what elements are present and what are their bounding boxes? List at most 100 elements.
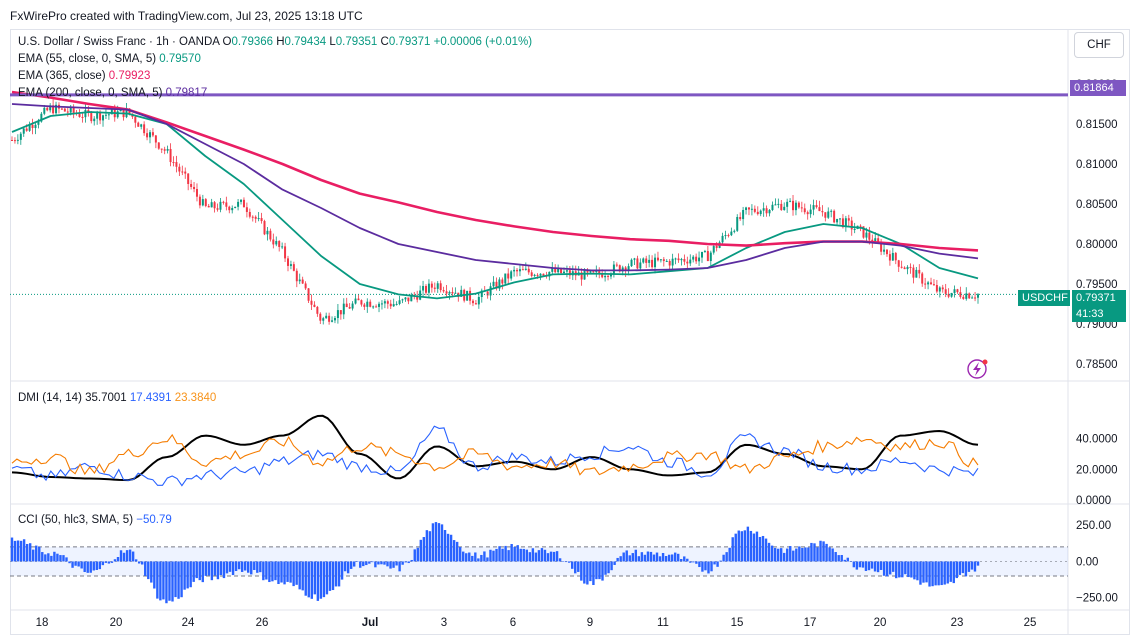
cci-bar [377, 561, 380, 565]
ema200-legend[interactable]: EMA (200, close, 0, SMA, 5) 0.79817 [18, 87, 207, 99]
candle-body [486, 291, 489, 296]
price-tick-label: 0.81000 [1076, 159, 1118, 171]
candle-body [668, 260, 671, 266]
candle-body [865, 232, 868, 238]
candle-body [336, 310, 339, 319]
currency-button[interactable]: CHF [1074, 32, 1124, 58]
countdown-tag: 41:33 [1072, 306, 1126, 322]
cci-bar [283, 561, 286, 585]
candle-body [433, 287, 436, 289]
candle-body [439, 283, 442, 291]
cci-bar [879, 561, 883, 570]
cci-bar [749, 530, 753, 562]
candle-body [351, 303, 354, 309]
lightning-icon-dot [982, 359, 988, 365]
cci-bar [119, 550, 123, 562]
cci-label: CCI (50, hlc3, SMA, 5) [18, 514, 134, 526]
cci-bar [156, 561, 159, 599]
dmi-tick-label: 40.0000 [1076, 434, 1118, 446]
candle-body [348, 307, 351, 309]
candle-body [580, 272, 583, 280]
candle-body [712, 246, 715, 253]
time-axis-label: 24 [182, 617, 195, 629]
cci-bar [349, 561, 353, 569]
cci-bar [961, 561, 965, 574]
candle-body [715, 246, 718, 248]
cci-bar [59, 555, 62, 562]
cci-bar [940, 561, 943, 586]
cci-bar [540, 548, 544, 562]
cci-legend[interactable]: CCI (50, hlc3, SMA, 5) −50.79 [18, 514, 172, 526]
cci-bar [822, 541, 825, 562]
cci-bar [425, 530, 429, 562]
cci-bar [489, 549, 492, 562]
candle-body [166, 148, 169, 151]
candle-body [342, 303, 345, 315]
candle-body [237, 201, 240, 207]
cci-bar [870, 561, 874, 569]
cci-bar [834, 552, 837, 562]
cci-bar [798, 546, 801, 562]
cci-bar [858, 561, 862, 568]
cci-bar [50, 555, 53, 562]
cci-value: −50.79 [136, 514, 172, 526]
candle-body [527, 268, 530, 273]
cci-bar [695, 561, 698, 564]
candle-body [392, 304, 395, 307]
cci-bar [728, 547, 731, 562]
cci-bar [243, 561, 247, 571]
cci-bar [516, 545, 519, 562]
cci-bar [74, 561, 77, 566]
cci-bar [864, 561, 868, 571]
dmi-legend[interactable]: DMI (14, 14) 35.7001 17.4391 23.3840 [18, 392, 216, 404]
ema365-value: 0.79923 [108, 70, 151, 82]
candle-body [974, 297, 977, 299]
cci-bar [495, 548, 498, 562]
cci-bar [564, 561, 568, 563]
cci-bar [792, 550, 795, 562]
ema55-legend[interactable]: EMA (55, close, 0, SMA, 5) 0.79570 [18, 53, 201, 65]
candle-body [932, 284, 935, 286]
cci-bar [901, 561, 904, 578]
cci-bar [949, 561, 952, 582]
candle-body [137, 122, 140, 127]
cci-bar [622, 552, 625, 562]
cci-bar [22, 539, 26, 562]
candle-body [345, 303, 348, 308]
cci-bar [340, 561, 344, 580]
cci-bar [546, 553, 550, 562]
cci-bar [325, 561, 329, 595]
candle-body [633, 258, 636, 260]
candle-body [844, 218, 847, 228]
candle-body [151, 132, 154, 136]
ema365-legend[interactable]: EMA (365, close) 0.79923 [18, 70, 150, 82]
candle-body [859, 225, 862, 227]
candle-body [695, 256, 698, 262]
cci-bar [976, 561, 980, 566]
candle-body [52, 105, 55, 114]
candle-body [891, 252, 894, 261]
candle-body [671, 258, 674, 266]
time-axis-label: Jul [362, 617, 379, 629]
candle-body [724, 235, 727, 237]
candle-body [565, 270, 568, 272]
candle-body [292, 264, 295, 271]
cci-bar [113, 559, 117, 562]
cci-bar [931, 561, 934, 587]
candle-body [568, 270, 571, 276]
candle-body [551, 268, 554, 272]
adx-value: 35.7001 [85, 392, 127, 404]
cci-bar [259, 561, 262, 573]
price-legend: U.S. Dollar / Swiss Franc · 1h · OANDA O… [18, 36, 532, 48]
cci-bar [716, 561, 719, 567]
candle-body [912, 267, 915, 278]
cci-bar [449, 534, 453, 562]
cci-bar [677, 553, 680, 562]
high-value: 0.79434 [284, 36, 327, 48]
low-value: 0.79351 [335, 36, 378, 48]
candle-body [883, 249, 886, 252]
cci-bar [319, 561, 323, 599]
candle-body [897, 260, 900, 267]
cci-bar [767, 542, 771, 562]
